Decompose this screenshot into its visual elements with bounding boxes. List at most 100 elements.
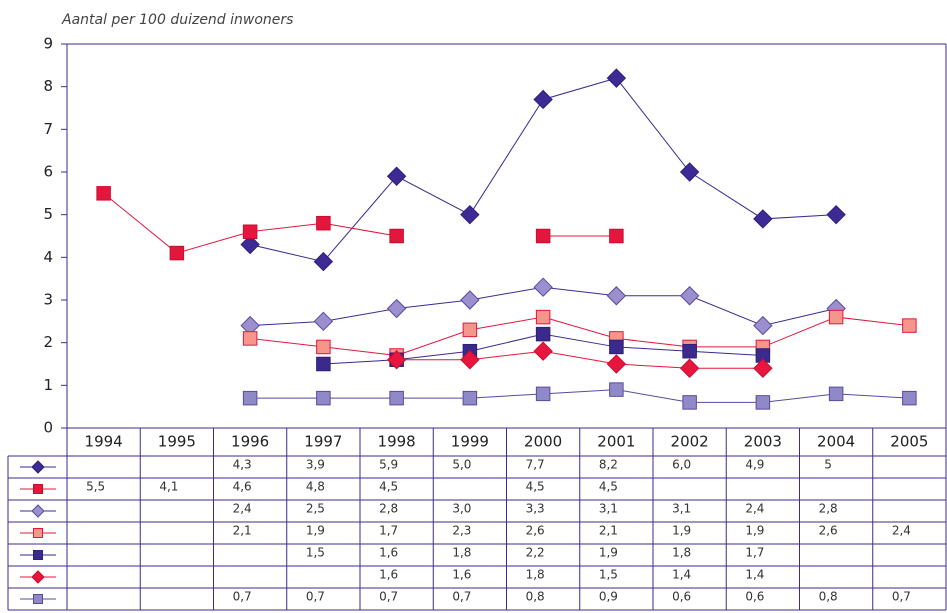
x-tick-label: 1998: [378, 433, 416, 451]
table-value: 1,9: [745, 524, 764, 538]
point: [316, 356, 331, 372]
table-value: 2,2: [526, 546, 545, 560]
x-tick-label: 2000: [524, 433, 562, 451]
point: [535, 309, 551, 325]
table-value: 5: [824, 458, 832, 472]
y-tick-label: 5: [43, 205, 53, 223]
table-value: 5,0: [452, 458, 471, 472]
x-tick-label: 1994: [85, 433, 123, 451]
table-value: 4,5: [379, 480, 398, 494]
point: [902, 318, 917, 333]
legend-symbol: [33, 550, 43, 560]
table-value: 1,8: [452, 546, 471, 560]
point: [240, 234, 260, 255]
table-value: 2,8: [819, 502, 838, 516]
point: [460, 290, 480, 310]
y-tick-label: 0: [43, 419, 53, 437]
table-value: 3,3: [526, 502, 545, 516]
y-tick-label: 2: [43, 333, 53, 351]
table-value: 1,9: [306, 524, 325, 538]
table-value: 2,6: [819, 524, 838, 538]
x-tick-label: 2003: [744, 433, 782, 451]
table-value: 0,8: [819, 590, 838, 604]
table-value: 0,8: [526, 590, 545, 604]
table-value: 1,4: [745, 568, 764, 582]
point: [682, 395, 697, 410]
point: [753, 315, 773, 336]
point: [609, 382, 624, 397]
point: [606, 286, 627, 306]
point: [169, 245, 185, 261]
x-tick-label: 1996: [231, 433, 269, 451]
point: [606, 354, 627, 374]
point: [826, 204, 846, 225]
table-value: 0,7: [452, 590, 471, 604]
point: [535, 386, 551, 402]
point: [533, 341, 553, 361]
table-value: 2,6: [526, 524, 545, 538]
point: [96, 186, 111, 201]
point: [533, 89, 553, 110]
table-value: 7,7: [526, 458, 545, 472]
x-tick-label: 2004: [817, 433, 855, 451]
legend-symbol: [33, 484, 43, 494]
point: [242, 224, 258, 239]
point: [828, 386, 844, 402]
table-value: 1,6: [379, 546, 398, 560]
table-value: 4,8: [306, 480, 325, 494]
x-tick-label: 1997: [304, 433, 342, 451]
legend-symbol: [31, 460, 45, 474]
table-value: 1,9: [599, 546, 618, 560]
y-tick-label: 6: [43, 163, 53, 181]
point: [902, 390, 917, 406]
point: [386, 298, 407, 319]
point: [753, 209, 773, 229]
point: [242, 390, 258, 406]
table-value: 0,6: [745, 590, 764, 604]
y-tick-label: 1: [43, 376, 53, 394]
table-value: 4,9: [745, 458, 764, 472]
legend-symbol: [33, 594, 43, 604]
table-value: 6,0: [672, 458, 691, 472]
table-value: 2,4: [233, 502, 252, 516]
point: [606, 68, 627, 88]
table-value: 1,5: [306, 546, 325, 560]
series-line: [250, 389, 910, 403]
legend-symbol: [31, 504, 45, 518]
legend-symbol: [33, 528, 43, 538]
point: [679, 162, 700, 182]
table-value: 5,9: [379, 458, 398, 472]
table-value: 0,7: [306, 590, 325, 604]
point: [462, 322, 478, 338]
y-tick-label: 4: [43, 248, 53, 266]
point: [753, 358, 773, 378]
table-value: 4,3: [233, 458, 252, 472]
point: [682, 343, 697, 359]
series-line: [396, 350, 763, 369]
table-value: 0,7: [233, 590, 252, 604]
table-value: 3,1: [672, 502, 691, 516]
point: [389, 228, 404, 244]
x-tick-label: 1999: [451, 433, 489, 451]
x-tick-label: 2001: [597, 433, 635, 451]
point: [460, 204, 480, 225]
table-value: 1,7: [379, 524, 398, 538]
table-value: 1,7: [745, 546, 764, 560]
legend-symbol: [31, 570, 45, 584]
point: [535, 326, 551, 342]
point: [679, 286, 700, 306]
point: [535, 228, 551, 244]
point: [462, 390, 478, 406]
series-line: [250, 316, 910, 356]
series-line: [103, 192, 617, 254]
point: [386, 350, 407, 370]
table-value: 1,6: [379, 568, 398, 582]
point: [316, 339, 331, 355]
table-value: 4,5: [599, 480, 618, 494]
point: [316, 390, 331, 406]
point: [755, 395, 771, 410]
table-value: 3,1: [599, 502, 618, 516]
x-tick-label: 2005: [890, 433, 928, 451]
table-value: 4,1: [159, 480, 178, 494]
